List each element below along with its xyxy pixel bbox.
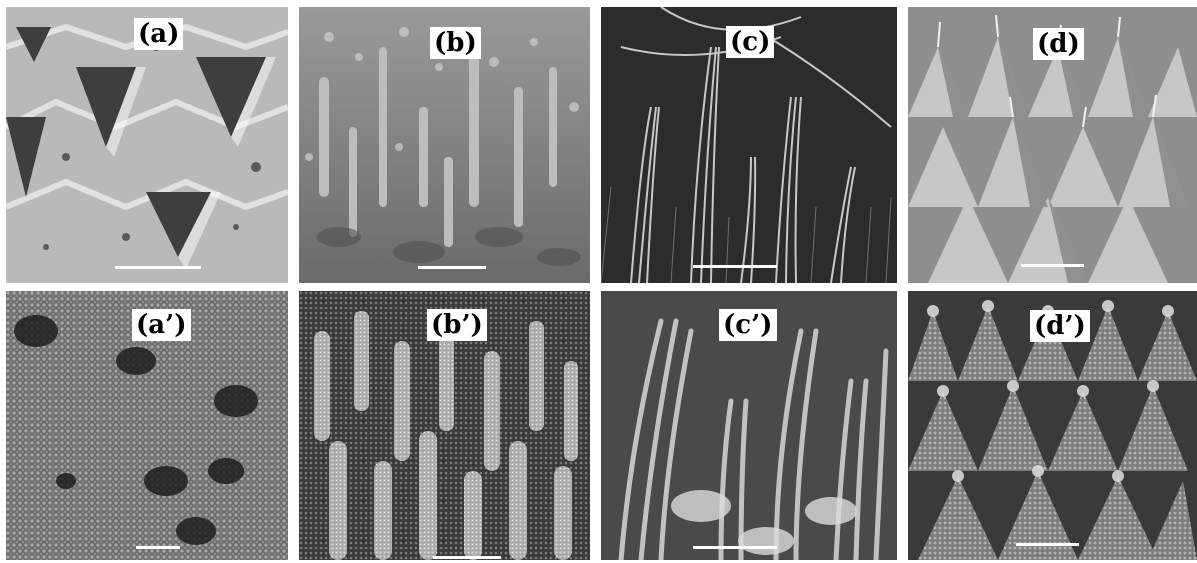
panel-d <box>908 7 1197 283</box>
panel-label-c-prime: (c’) <box>719 309 777 341</box>
scale-bar-c-prime <box>693 546 777 549</box>
panel-label-d: (d) <box>1033 28 1084 60</box>
panel-label-b-prime: (b’) <box>427 309 487 341</box>
scale-bar-b-prime <box>433 556 501 559</box>
panel-label-d-prime: (d’) <box>1030 310 1090 342</box>
panel-a <box>6 7 288 283</box>
scale-bar-a <box>115 266 201 269</box>
panel-label-b: (b) <box>430 27 481 59</box>
panel-label-a-prime: (a’) <box>132 309 191 341</box>
panel-label-a: (a) <box>134 18 184 50</box>
scale-bar-c <box>693 265 777 268</box>
sem-image-a <box>6 7 288 283</box>
scale-bar-d-prime <box>1016 543 1079 546</box>
panel-b <box>299 7 590 283</box>
panel-label-c: (c) <box>726 26 775 58</box>
panel-b-prime <box>299 291 590 560</box>
scale-bar-a-prime <box>136 546 180 549</box>
scale-bar-d <box>1021 264 1084 267</box>
scale-bar-b <box>418 266 486 269</box>
sem-image-a-prime <box>6 291 288 560</box>
